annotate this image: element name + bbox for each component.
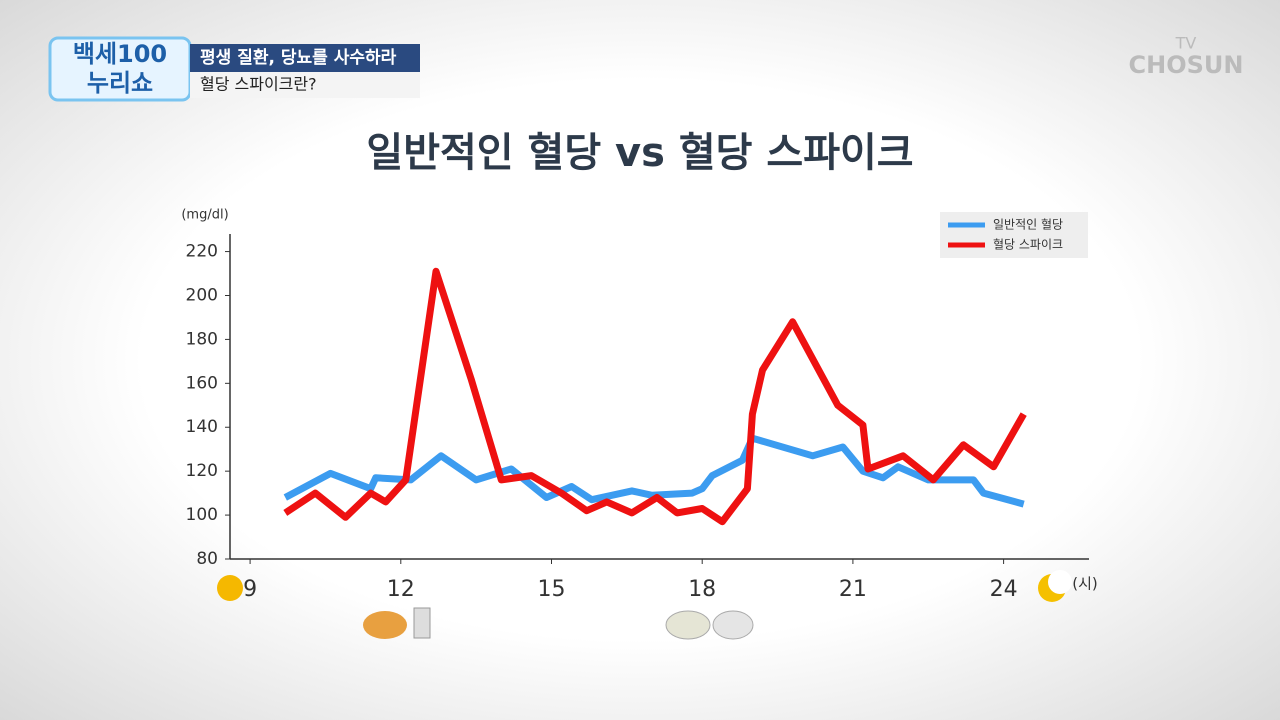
- y-tick-label: 120: [186, 461, 218, 481]
- bowl-icon: [712, 610, 754, 640]
- y-tick-label: 100: [186, 505, 218, 525]
- sun-icon: [217, 575, 243, 601]
- logo-bottom: 누리쇼: [87, 69, 153, 97]
- line-series: [283, 434, 1025, 508]
- y-tick-label: 180: [186, 329, 218, 349]
- x-tick-label: 21: [839, 577, 867, 602]
- cup-icon: [413, 607, 431, 639]
- x-tick-label: 12: [387, 577, 415, 602]
- x-tick-label: 18: [688, 577, 716, 602]
- caption-bar-2: [190, 72, 420, 98]
- bowl-icon: [665, 610, 711, 640]
- caption-2: 혈당 스파이크란?: [200, 75, 317, 94]
- x-tick-label: 15: [537, 577, 565, 602]
- caption-bar: [190, 44, 420, 72]
- y-tick-label: 200: [186, 285, 218, 305]
- pizza-icon: [363, 611, 407, 639]
- channel-top: TV: [1175, 34, 1197, 53]
- channel-bottom: CHOSUN: [1129, 51, 1244, 79]
- chart-title: 일반적인 혈당 vs 혈당 스파이크: [366, 130, 913, 176]
- y-tick-label: 220: [186, 242, 218, 262]
- x-axis-label: (시): [1072, 575, 1098, 593]
- legend-label: 혈당 스파이크: [993, 238, 1063, 252]
- x-tick-label: 9: [243, 577, 257, 602]
- y-tick-label: 80: [196, 549, 218, 569]
- y-tick-label: 160: [186, 373, 218, 393]
- legend-box: [940, 212, 1088, 258]
- line-series: [283, 267, 1027, 526]
- caption-1: 평생 질환, 당뇨를 사수하라: [200, 47, 397, 68]
- legend-label: 일반적인 혈당: [993, 218, 1063, 232]
- x-tick-label: 24: [990, 577, 1018, 602]
- moon-cut: [1048, 570, 1072, 594]
- y-axis-label: (mg/dl): [181, 208, 228, 223]
- logo-top: 백세100: [73, 40, 167, 68]
- y-tick-label: 140: [186, 417, 218, 437]
